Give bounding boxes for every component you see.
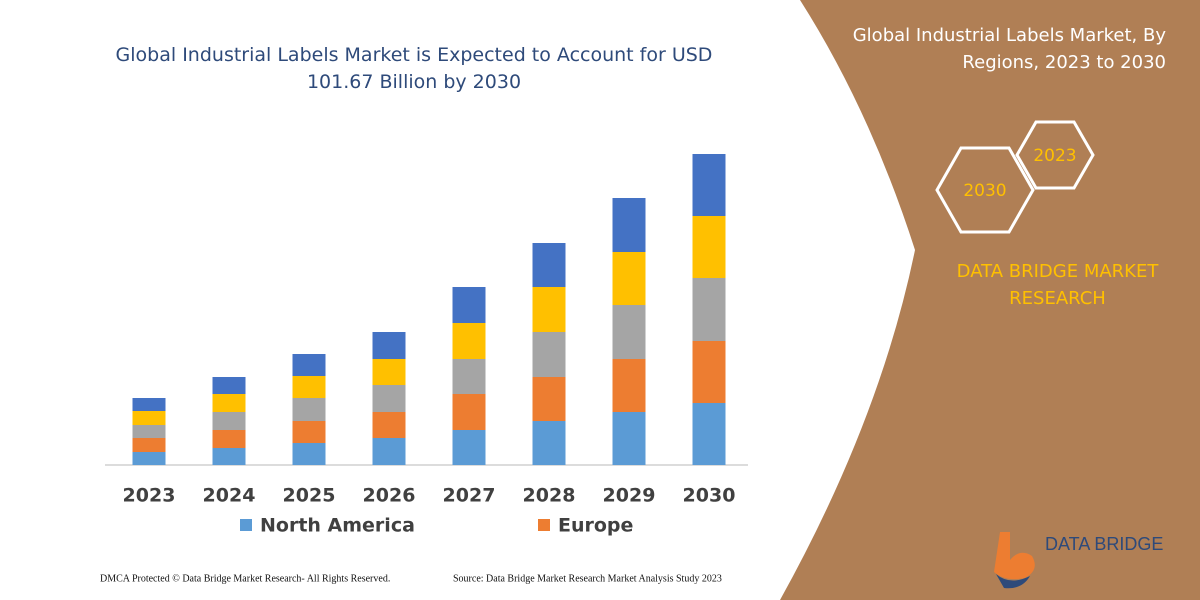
- bar-segment: [132, 411, 166, 425]
- x-tick-label: 2026: [363, 485, 416, 507]
- bar-segment: [212, 377, 246, 394]
- bar-segment: [372, 359, 406, 385]
- legend-swatch: [538, 519, 550, 531]
- bar-segment: [452, 430, 486, 465]
- bar-segment: [372, 412, 406, 438]
- bar-segment: [692, 216, 726, 278]
- bar-segment: [692, 403, 726, 465]
- bar-segment: [292, 376, 326, 398]
- x-tick-label: 2023: [123, 485, 176, 507]
- logo-icon: [994, 532, 1035, 580]
- legend-swatch: [240, 519, 252, 531]
- bar-segment: [292, 443, 326, 465]
- footer-text: DMCA Protected © Data Bridge Market Rese…: [100, 573, 390, 584]
- bar-segment: [372, 438, 406, 465]
- x-tick-label: 2024: [203, 485, 256, 507]
- legend-label: Europe: [558, 515, 633, 537]
- bar-segment: [292, 398, 326, 421]
- logo-icon: [996, 574, 1030, 589]
- bar-segment: [532, 332, 566, 377]
- bar-segment: [692, 278, 726, 341]
- hexagon: [1015, 120, 1095, 190]
- bar-segment: [612, 198, 646, 252]
- bar-segment: [212, 448, 246, 465]
- bar-segment: [372, 332, 406, 359]
- bar-segment: [372, 385, 406, 412]
- x-tick-label: 2027: [443, 485, 496, 507]
- bar-segment: [132, 452, 166, 465]
- bar-segment: [532, 243, 566, 287]
- bar-segment: [452, 323, 486, 359]
- bar-segment: [132, 425, 166, 438]
- bar-segment: [452, 394, 486, 430]
- bar-segment: [132, 438, 166, 452]
- footer-text: Source: Data Bridge Market Research Mark…: [453, 573, 722, 584]
- side-panel: [780, 0, 1200, 600]
- x-tick-label: 2025: [283, 485, 336, 507]
- bar-segment: [532, 421, 566, 465]
- bar-segment: [292, 421, 326, 443]
- bar-segment: [692, 154, 726, 216]
- legend-label: North America: [260, 515, 415, 537]
- bar-segment: [452, 359, 486, 394]
- bar-segment: [212, 394, 246, 412]
- bar-segment: [292, 354, 326, 376]
- bar-segment: [452, 287, 486, 323]
- panel-heading: Global Industrial Labels Market, By Regi…: [852, 25, 1166, 73]
- x-tick-label: 2029: [603, 485, 656, 507]
- brand-text: DATA BRIDGE MARKET RESEARCH: [956, 261, 1159, 309]
- chart-title: Global Industrial Labels Market is Expec…: [115, 44, 713, 93]
- bar-segment: [612, 252, 646, 305]
- x-tick-label: 2028: [523, 485, 576, 507]
- hex-label: 2030: [963, 181, 1006, 201]
- bar-segment: [532, 377, 566, 421]
- bar-segment: [692, 341, 726, 403]
- hex-label: 2023: [1033, 146, 1076, 166]
- bar-segment: [132, 398, 166, 411]
- bar-segment: [212, 430, 246, 448]
- bar-segment: [532, 287, 566, 332]
- bar-segment: [612, 359, 646, 412]
- hexagon: [935, 146, 1035, 234]
- logo-text: DATA BRIDGE: [1045, 534, 1163, 554]
- bar-segment: [212, 412, 246, 430]
- x-tick-label: 2030: [683, 485, 736, 507]
- bar-segment: [612, 412, 646, 465]
- bar-segment: [612, 305, 646, 359]
